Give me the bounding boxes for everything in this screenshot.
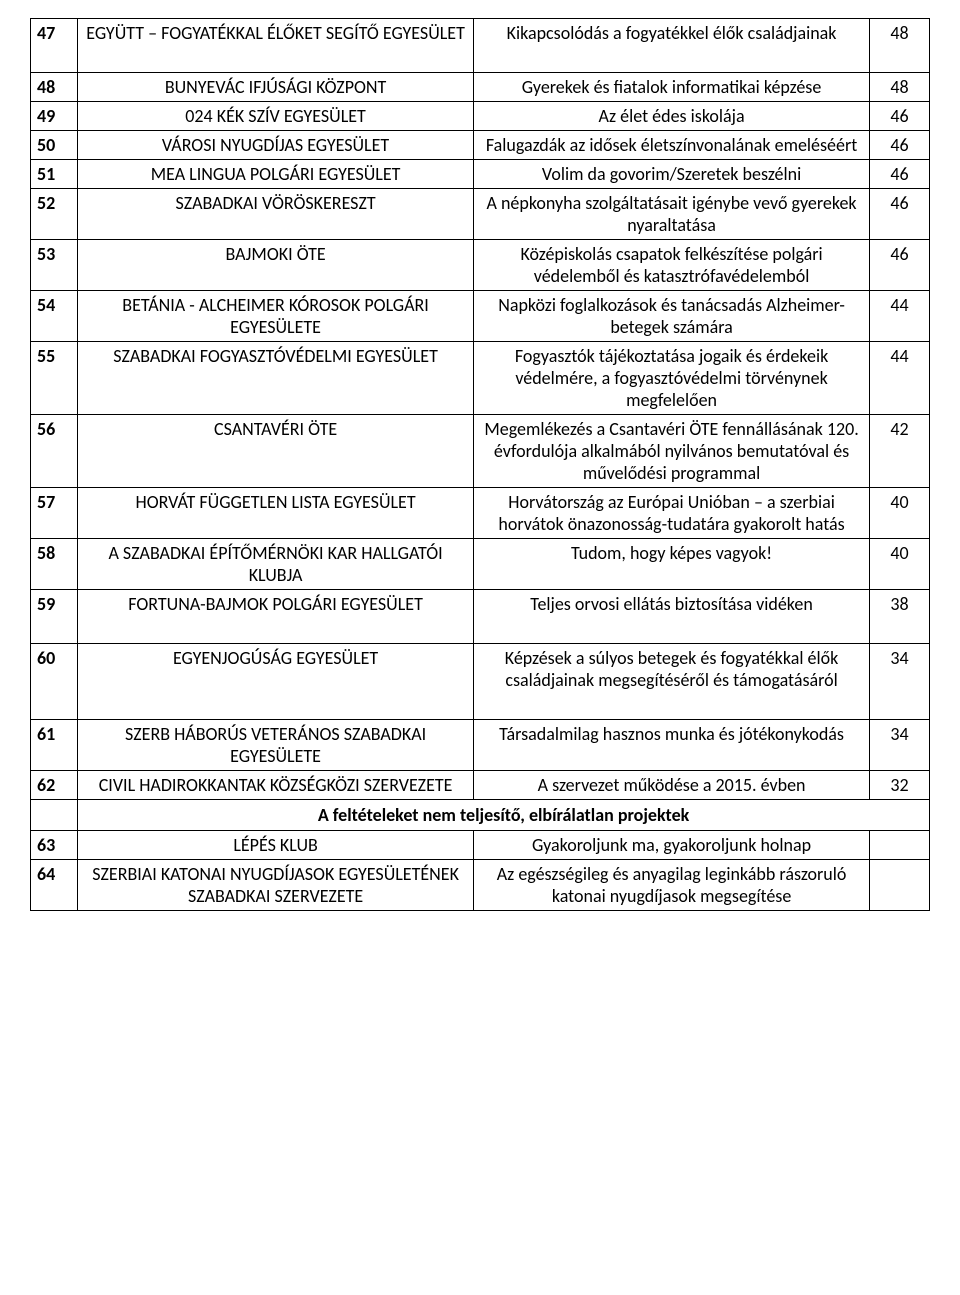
- project-cell: Megemlékezés a Csantavéri ÖTE fennállásá…: [474, 415, 870, 488]
- table-row: 59FORTUNA-BAJMOK POLGÁRI EGYESÜLETTeljes…: [31, 590, 930, 644]
- row-number: 57: [31, 488, 78, 539]
- projects-table: 47EGYÜTT – FOGYATÉKKAL ÉLŐKET SEGÍTŐ EGY…: [30, 18, 930, 911]
- organization-cell: CIVIL HADIROKKANTAK KÖZSÉGKÖZI SZERVEZET…: [78, 771, 474, 800]
- table-row: 54BETÁNIA - ALCHEIMER KÓROSOK POLGÁRI EG…: [31, 291, 930, 342]
- row-number: 49: [31, 102, 78, 131]
- project-cell: Középiskolás csapatok felkészítése polgá…: [474, 240, 870, 291]
- row-number: 59: [31, 590, 78, 644]
- project-cell: Társadalmilag hasznos munka és jótékonyk…: [474, 720, 870, 771]
- organization-cell: VÁROSI NYUGDÍJAS EGYESÜLET: [78, 131, 474, 160]
- row-number: 55: [31, 342, 78, 415]
- subheader-cell: A feltételeket nem teljesítő, elbírálatl…: [78, 800, 930, 831]
- row-number: 60: [31, 644, 78, 720]
- row-number: 61: [31, 720, 78, 771]
- table-row: 63LÉPÉS KLUBGyakoroljunk ma, gyakoroljun…: [31, 831, 930, 860]
- score-cell: 40: [870, 488, 930, 539]
- project-cell: Napközi foglalkozások és tanácsadás Alzh…: [474, 291, 870, 342]
- project-cell: Tudom, hogy képes vagyok!: [474, 539, 870, 590]
- subheader-empty-cell: [31, 800, 78, 831]
- organization-cell: EGYÜTT – FOGYATÉKKAL ÉLŐKET SEGÍTŐ EGYES…: [78, 19, 474, 73]
- row-number: 63: [31, 831, 78, 860]
- score-cell: 38: [870, 590, 930, 644]
- table-row: 60EGYENJOGÚSÁG EGYESÜLETKépzések a súlyo…: [31, 644, 930, 720]
- row-number: 52: [31, 189, 78, 240]
- table-row: 49024 KÉK SZÍV EGYESÜLETAz élet édes isk…: [31, 102, 930, 131]
- organization-cell: MEA LINGUA POLGÁRI EGYESÜLET: [78, 160, 474, 189]
- table-row: 57HORVÁT FÜGGETLEN LISTA EGYESÜLETHorvát…: [31, 488, 930, 539]
- organization-cell: SZABADKAI FOGYASZTÓVÉDELMI EGYESÜLET: [78, 342, 474, 415]
- row-number: 47: [31, 19, 78, 73]
- row-number: 56: [31, 415, 78, 488]
- score-cell: 46: [870, 189, 930, 240]
- score-cell: 46: [870, 131, 930, 160]
- row-number: 62: [31, 771, 78, 800]
- organization-cell: BUNYEVÁC IFJÚSÁGI KÖZPONT: [78, 73, 474, 102]
- score-cell: 42: [870, 415, 930, 488]
- project-cell: Gyakoroljunk ma, gyakoroljunk holnap: [474, 831, 870, 860]
- organization-cell: LÉPÉS KLUB: [78, 831, 474, 860]
- table-row: 52SZABADKAI VÖRÖSKERESZTA népkonyha szol…: [31, 189, 930, 240]
- table-row: 53BAJMOKI ÖTEKözépiskolás csapatok felké…: [31, 240, 930, 291]
- table-row: 64SZERBIAI KATONAI NYUGDÍJASOK EGYESÜLET…: [31, 860, 930, 911]
- organization-cell: FORTUNA-BAJMOK POLGÁRI EGYESÜLET: [78, 590, 474, 644]
- table-row: 51MEA LINGUA POLGÁRI EGYESÜLETVolim da g…: [31, 160, 930, 189]
- project-cell: Kikapcsolódás a fogyatékkel élők családj…: [474, 19, 870, 73]
- score-cell: 48: [870, 73, 930, 102]
- organization-cell: HORVÁT FÜGGETLEN LISTA EGYESÜLET: [78, 488, 474, 539]
- score-cell: [870, 831, 930, 860]
- table-row: 48BUNYEVÁC IFJÚSÁGI KÖZPONTGyerekek és f…: [31, 73, 930, 102]
- score-cell: 44: [870, 342, 930, 415]
- score-cell: 44: [870, 291, 930, 342]
- score-cell: 48: [870, 19, 930, 73]
- organization-cell: SZERBIAI KATONAI NYUGDÍJASOK EGYESÜLETÉN…: [78, 860, 474, 911]
- project-cell: A szervezet működése a 2015. évben: [474, 771, 870, 800]
- organization-cell: CSANTAVÉRI ÖTE: [78, 415, 474, 488]
- organization-cell: EGYENJOGÚSÁG EGYESÜLET: [78, 644, 474, 720]
- table-row: 47EGYÜTT – FOGYATÉKKAL ÉLŐKET SEGÍTŐ EGY…: [31, 19, 930, 73]
- score-cell: 32: [870, 771, 930, 800]
- score-cell: 46: [870, 160, 930, 189]
- project-cell: Gyerekek és fiatalok informatikai képzés…: [474, 73, 870, 102]
- project-cell: Az egészségileg és anyagilag leginkább r…: [474, 860, 870, 911]
- score-cell: 40: [870, 539, 930, 590]
- row-number: 48: [31, 73, 78, 102]
- table-row: 61SZERB HÁBORÚS VETERÁNOS SZABADKAI EGYE…: [31, 720, 930, 771]
- table-row: 55SZABADKAI FOGYASZTÓVÉDELMI EGYESÜLETFo…: [31, 342, 930, 415]
- project-cell: Volim da govorim/Szeretek beszélni: [474, 160, 870, 189]
- subheader-row: A feltételeket nem teljesítő, elbírálatl…: [31, 800, 930, 831]
- project-cell: Horvátország az Európai Unióban – a szer…: [474, 488, 870, 539]
- table-row: 56CSANTAVÉRI ÖTEMegemlékezés a Csantavér…: [31, 415, 930, 488]
- row-number: 51: [31, 160, 78, 189]
- project-cell: Falugazdák az idősek életszínvonalának e…: [474, 131, 870, 160]
- row-number: 53: [31, 240, 78, 291]
- project-cell: A népkonyha szolgáltatásait igénybe vevő…: [474, 189, 870, 240]
- organization-cell: SZABADKAI VÖRÖSKERESZT: [78, 189, 474, 240]
- organization-cell: SZERB HÁBORÚS VETERÁNOS SZABADKAI EGYESÜ…: [78, 720, 474, 771]
- project-cell: Képzések a súlyos betegek és fogyatékkal…: [474, 644, 870, 720]
- table-row: 62CIVIL HADIROKKANTAK KÖZSÉGKÖZI SZERVEZ…: [31, 771, 930, 800]
- project-cell: Az élet édes iskolája: [474, 102, 870, 131]
- score-cell: 34: [870, 720, 930, 771]
- project-cell: Teljes orvosi ellátás biztosítása vidéke…: [474, 590, 870, 644]
- row-number: 58: [31, 539, 78, 590]
- score-cell: 34: [870, 644, 930, 720]
- project-cell: Fogyasztók tájékoztatása jogaik és érdek…: [474, 342, 870, 415]
- score-cell: 46: [870, 240, 930, 291]
- row-number: 54: [31, 291, 78, 342]
- organization-cell: A SZABADKAI ÉPÍTŐMÉRNÖKI KAR HALLGATÓI K…: [78, 539, 474, 590]
- table-row: 50VÁROSI NYUGDÍJAS EGYESÜLETFalugazdák a…: [31, 131, 930, 160]
- score-cell: [870, 860, 930, 911]
- organization-cell: 024 KÉK SZÍV EGYESÜLET: [78, 102, 474, 131]
- organization-cell: BETÁNIA - ALCHEIMER KÓROSOK POLGÁRI EGYE…: [78, 291, 474, 342]
- row-number: 64: [31, 860, 78, 911]
- organization-cell: BAJMOKI ÖTE: [78, 240, 474, 291]
- score-cell: 46: [870, 102, 930, 131]
- table-row: 58A SZABADKAI ÉPÍTŐMÉRNÖKI KAR HALLGATÓI…: [31, 539, 930, 590]
- row-number: 50: [31, 131, 78, 160]
